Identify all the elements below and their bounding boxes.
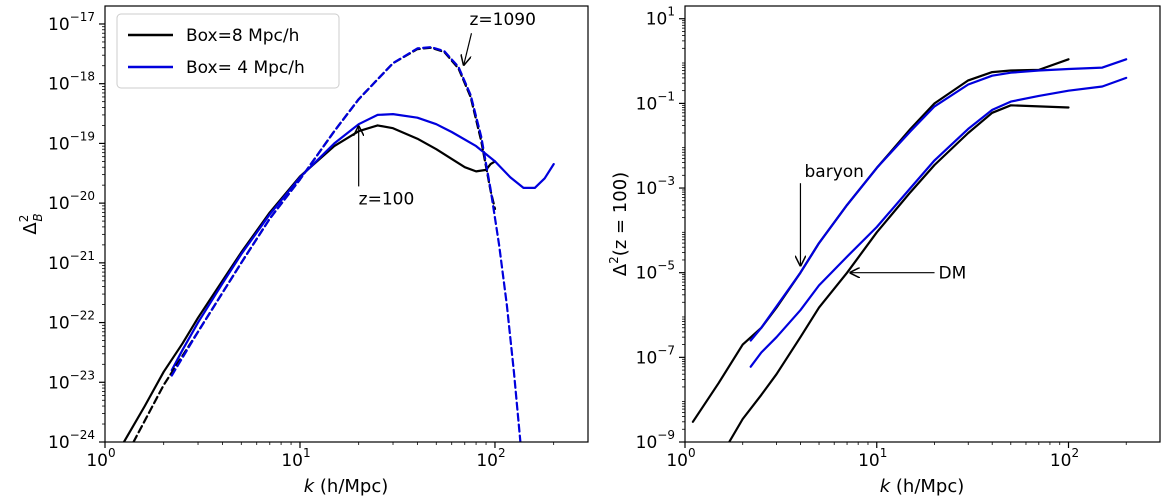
x-tick-label: 100 [666, 446, 695, 471]
right-series-line-3 [749, 76, 1128, 368]
x-tick-label: 102 [476, 446, 505, 471]
annotation-label-baryon: baryon [805, 162, 864, 182]
y-tick-label: 10−5 [636, 259, 675, 284]
left-series-line-2 [132, 46, 497, 442]
y-tick-label: 10−18 [48, 70, 95, 95]
x-tick-label: 101 [281, 446, 310, 471]
annotation-arrow [464, 33, 473, 65]
right-y-axis-label: Δ2(z = 100) [607, 172, 631, 276]
y-tick-label: 10−19 [48, 129, 95, 154]
left-series-line-0 [122, 124, 497, 442]
legend-label-box4: Box= 4 Mpc/h [186, 58, 305, 78]
y-tick-label: 10−22 [48, 309, 95, 334]
y-tick-label: 10−24 [48, 428, 95, 453]
left-panel: z=1090 z=100 10−24 10−23 10−22 10−21 10−20 10−… [17, 5, 589, 497]
annotation-label-z100: z=100 [359, 189, 415, 209]
y-tick-label: 10−9 [636, 428, 675, 453]
y-tick-label: 10−7 [636, 343, 675, 368]
y-tick-label: 10−3 [636, 174, 675, 199]
x-tick-label: 101 [858, 446, 887, 471]
y-tick-label: 10−17 [48, 10, 95, 35]
y-tick-label: 10−21 [48, 249, 95, 274]
x-tick-label: 100 [86, 446, 115, 471]
legend-frame [116, 13, 340, 89]
left-x-axis-label: k (h/Mpc) [304, 476, 389, 497]
right-panel: baryon DM 10−9 10−7 10−5 10−3 10−1 101 100 101 1… [607, 5, 1161, 497]
x-tick-label: 102 [1050, 446, 1079, 471]
y-tick-label: 101 [646, 5, 675, 30]
right-series-line-2 [728, 104, 1070, 442]
right-series-line-0 [691, 58, 1070, 423]
right-x-axis-label: k (h/Mpc) [880, 476, 965, 497]
legend-label-box8: Box=8 Mpc/h [186, 26, 299, 46]
left-series-line-3 [170, 46, 522, 442]
right-series-line-1 [749, 58, 1128, 342]
legend: Box=8 Mpc/h Box= 4 Mpc/h [116, 13, 340, 89]
y-tick-label: 10−1 [636, 89, 675, 114]
annotation-label-z1090: z=1090 [469, 10, 535, 30]
left-series-line-1 [170, 113, 555, 372]
y-tick-label: 10−20 [48, 189, 95, 214]
left-y-axis-label: Δ2B [17, 213, 45, 234]
annotation-label-dm: DM [939, 264, 967, 284]
left-plot-frame [104, 5, 589, 443]
right-plot-frame [684, 5, 1161, 443]
y-tick-label: 10−23 [48, 368, 95, 393]
